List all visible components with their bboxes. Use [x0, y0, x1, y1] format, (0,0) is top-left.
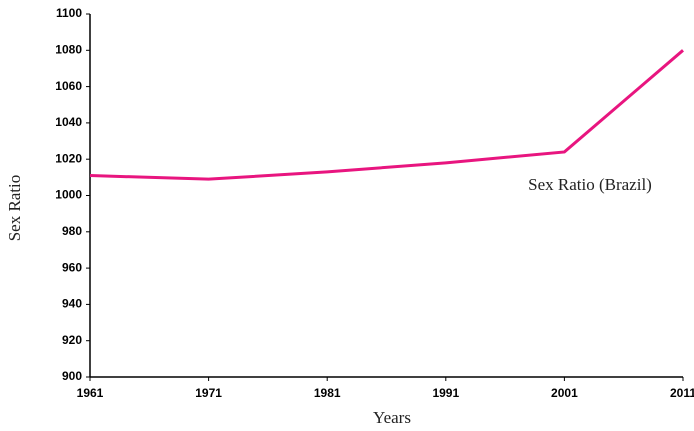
- legend-label: Sex Ratio (Brazil): [528, 175, 652, 194]
- x-tick-label: 1971: [195, 386, 222, 400]
- y-axis-label: Sex Ratio: [5, 175, 24, 242]
- y-tick-label: 980: [62, 224, 82, 238]
- y-tick-label: 940: [62, 297, 82, 311]
- y-tick-label: 1080: [55, 42, 82, 56]
- y-tick-label: 960: [62, 260, 82, 274]
- x-tick-label: 2001: [551, 386, 578, 400]
- data-line: [89, 49, 684, 181]
- x-axis-label: Years: [373, 408, 411, 427]
- y-tick-label: 1020: [55, 151, 82, 165]
- x-tick-label: 2011: [670, 386, 694, 400]
- y-tick-label: 1100: [56, 6, 82, 20]
- y-tick-label: 1040: [55, 115, 82, 129]
- y-tick-label: 1000: [55, 188, 82, 202]
- x-tick-label: 1991: [432, 386, 459, 400]
- y-tick-label: 900: [62, 369, 82, 383]
- y-tick-label: 1060: [55, 79, 82, 93]
- y-tick-label: 920: [62, 333, 82, 347]
- x-tick-label: 1981: [314, 386, 341, 400]
- x-tick-label: 1961: [77, 386, 104, 400]
